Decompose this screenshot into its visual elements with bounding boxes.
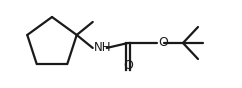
Text: O: O xyxy=(158,37,168,49)
Text: O: O xyxy=(123,59,133,72)
Text: NH: NH xyxy=(94,41,111,54)
